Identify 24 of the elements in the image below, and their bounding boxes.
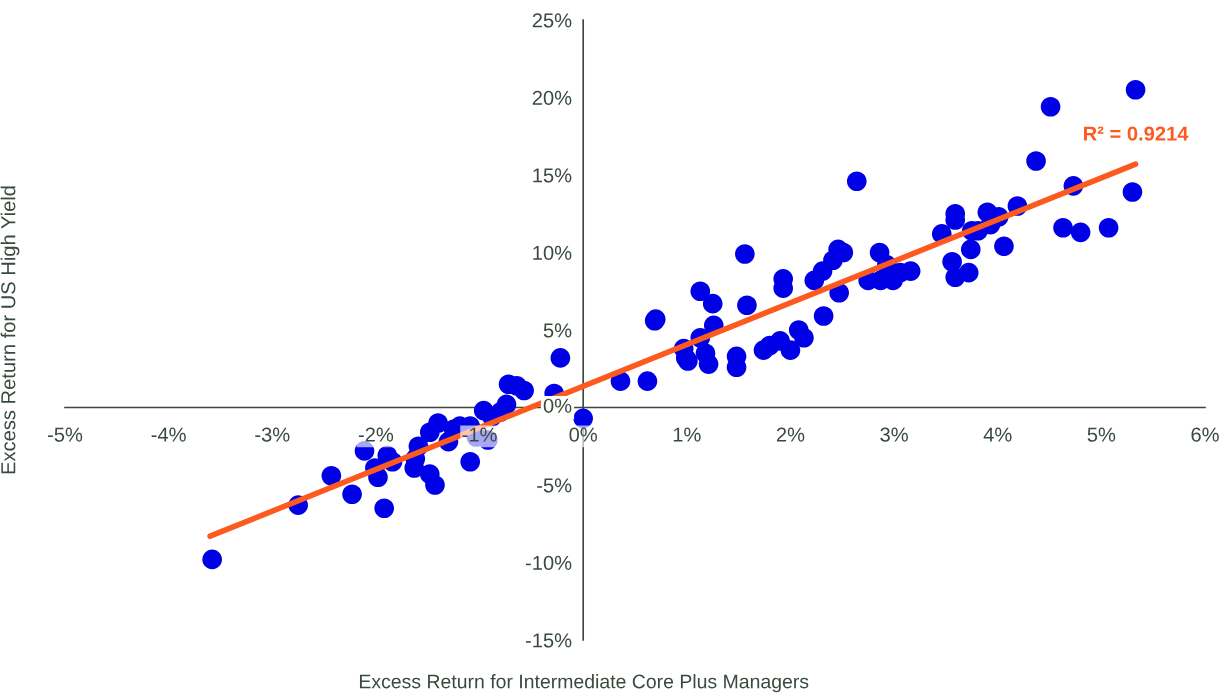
y-tick-label: 10% <box>533 245 572 260</box>
x-tick-label: 5% <box>1087 427 1116 442</box>
y-tick-label: -10% <box>525 555 572 570</box>
x-tick-label: 1% <box>673 427 701 442</box>
y-tick-label: -15% <box>525 633 572 648</box>
x-tick-label: 3% <box>880 427 908 442</box>
y-axis-title: Excess Return for US High Yield <box>0 186 20 474</box>
y-tick-label: 0% <box>543 398 572 413</box>
x-tick-label: -3% <box>255 427 290 442</box>
annotation: R² = 0.9214 <box>1084 126 1189 141</box>
x-tick-label: -5% <box>47 427 83 442</box>
y-tick-label: 15% <box>533 168 572 183</box>
x-tick-label: 0% <box>569 427 598 442</box>
x-tick-label: -4% <box>151 427 186 442</box>
y-tick-label: 25% <box>532 13 572 28</box>
x-tick-label: -1% <box>462 427 497 442</box>
x-tick-label: 4% <box>983 427 1012 442</box>
y-tick-label: 5% <box>543 323 572 338</box>
x-tick-label: -2% <box>358 427 394 442</box>
x-tick-label: 6% <box>1191 427 1219 442</box>
x-tick-label: 2% <box>776 427 805 442</box>
y-tick-label: -5% <box>537 478 572 493</box>
x-axis-title: Excess Return for Intermediate Core Plus Managers <box>359 674 809 693</box>
y-tick-label: 20% <box>532 90 572 105</box>
